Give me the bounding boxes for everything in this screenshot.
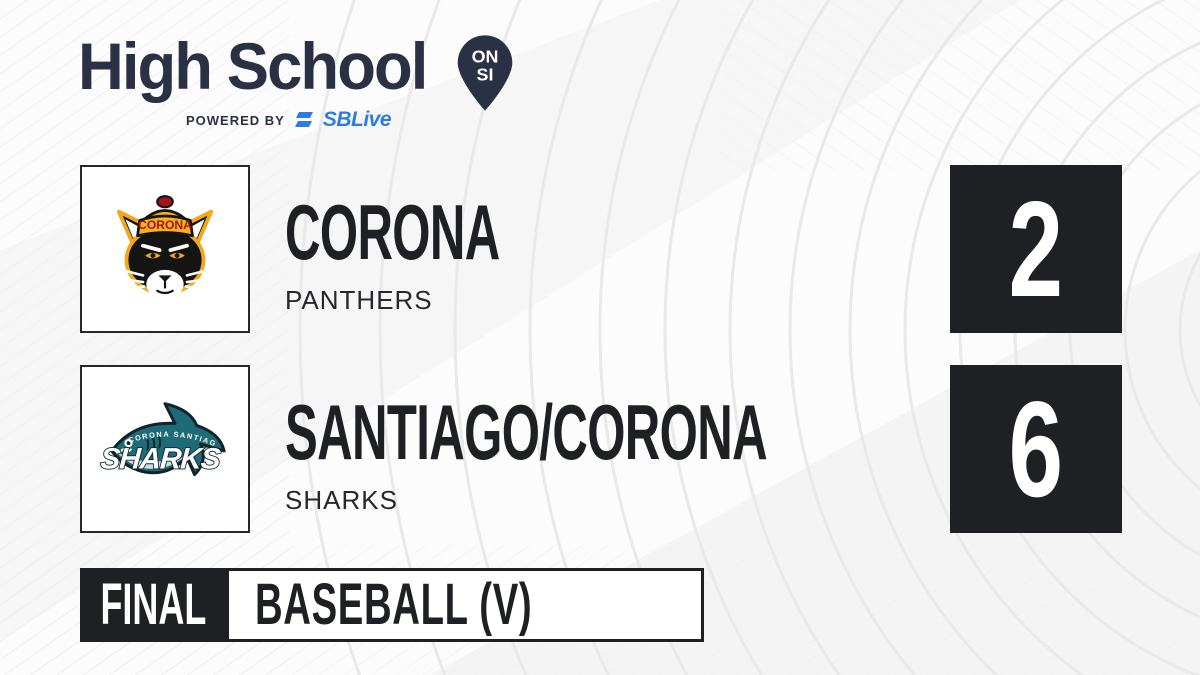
on-si-pin-logo: ON SI: [457, 35, 513, 111]
result-badge: FINAL BASEBALL (V): [80, 568, 705, 642]
team2-name: SANTIAGO/CORONA: [285, 388, 768, 476]
sharks-wordmark: SHARKS: [100, 443, 222, 476]
team1-mascot: PANTHERS: [285, 285, 433, 315]
header: High School ON SI: [78, 30, 517, 112]
corona-panthers-logo: CORONA: [116, 195, 214, 299]
corona-hat-text: CORONA: [138, 218, 192, 232]
team1-name: CORONA: [285, 188, 500, 276]
pin-text-on: ON: [472, 47, 499, 67]
team1-score-box: 2: [950, 165, 1122, 333]
team2-logo-box: CORONA SANTIAGO SHARKS: [80, 365, 250, 533]
sport-segment: BASEBALL (V): [226, 568, 705, 642]
powered-by-label: POWERED BY: [186, 112, 285, 128]
santiago-corona-sharks-logo: CORONA SANTIAGO SHARKS: [96, 387, 226, 477]
sblive-bolt-icon: [294, 112, 313, 127]
team2-score-box: 6: [950, 365, 1122, 533]
sblive-wordmark: SBLive: [322, 108, 392, 131]
game-status-segment: FINAL: [80, 568, 226, 642]
pin-text-si: SI: [477, 65, 494, 85]
team2-name-block: SANTIAGO/CORONA SHARKS: [285, 393, 945, 516]
team2-mascot: SHARKS: [285, 485, 398, 515]
team1-score: 2: [1008, 173, 1064, 325]
pin-shape: [457, 35, 513, 111]
powered-by-row: POWERED BY SBLive: [186, 108, 392, 132]
game-status: FINAL: [100, 572, 206, 637]
brand-wordmark: High School: [78, 29, 428, 103]
team2-score: 6: [1008, 373, 1064, 525]
team1-name-block: CORONA PANTHERS: [285, 193, 945, 316]
team1-logo-box: CORONA: [80, 165, 250, 333]
sport-label: BASEBALL (V): [255, 572, 533, 637]
